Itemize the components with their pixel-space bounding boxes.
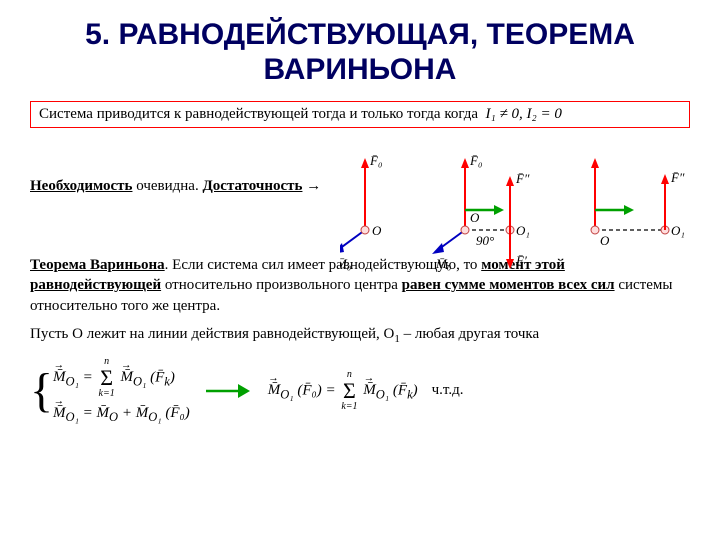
label-o1-3: O₁ — [671, 223, 685, 238]
let-text-b: – любая другая точка — [400, 326, 539, 342]
obvious-text: очевидна. — [132, 178, 202, 194]
label-m0-1: M̄₀ — [340, 256, 351, 271]
label-m0-2: M̄₀ — [435, 256, 451, 271]
sufficiency-label: Достаточность — [202, 178, 302, 194]
condition-text: Система приводится к равнодействующей то… — [39, 106, 478, 122]
equation-mid: M̄O₁ (F̄₀) = nΣk=1 M̄O₁ (F̄k) — [268, 370, 418, 412]
formula-block: { M̄O₁ = nΣk=1 M̄O₁ (F̄k) M̄O₁ = M̄O + M… — [30, 357, 690, 425]
diagram-area: F̄₀ M̄₀ O F̄₀ M̄₀ O 90° — [340, 150, 700, 280]
label-fpp-2: F̄″ — [515, 171, 530, 186]
label-fp-2: F̄′ — [515, 253, 527, 268]
qed-label: ч.т.д. — [432, 382, 464, 399]
label-angle: 90° — [476, 233, 494, 248]
condition-box: Система приводится к равнодействующей то… — [30, 101, 690, 128]
theorem-label: Теорема Вариньона — [30, 257, 165, 273]
let-text-a: Пусть O лежит на линии действия равнодей… — [30, 326, 394, 342]
left-brace: { — [30, 367, 53, 415]
label-o-1: O — [372, 223, 382, 238]
label-o-3: O — [600, 233, 610, 248]
arrow-symbol: → — [302, 178, 321, 194]
brace-group: { M̄O₁ = nΣk=1 M̄O₁ (F̄k) M̄O₁ = M̄O + M… — [30, 357, 190, 425]
label-o-2: O — [470, 210, 480, 225]
label-f0-2: F̄₀ — [469, 153, 482, 168]
label-f0-1: F̄₀ — [369, 153, 382, 168]
label-fpp-3: F̄″ — [670, 170, 685, 185]
label-o1-2: O₁ — [516, 223, 530, 238]
necessity-label: Необходимость — [30, 178, 132, 194]
equation-1: M̄O₁ = nΣk=1 M̄O₁ (F̄k) — [53, 357, 190, 399]
let-line: Пусть O лежит на линии действия равнодей… — [30, 326, 690, 345]
slide-title: 5. РАВНОДЕЙСТВУЮЩАЯ, ТЕОРЕМА ВАРИНЬОНА — [30, 18, 690, 87]
implies-arrow-icon — [204, 378, 254, 404]
equation-2: M̄O₁ = M̄O + M̄O₁ (F̄₀) — [53, 405, 190, 425]
condition-math: I₁ ≠ 0, I₂ = 0 — [486, 106, 562, 122]
